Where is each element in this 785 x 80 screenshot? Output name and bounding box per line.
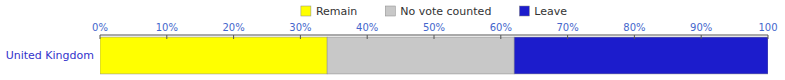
category-label: United Kingdom <box>6 49 94 62</box>
x-tick-label: 40% <box>356 22 378 33</box>
chart: United Kingdom 0% 10% 20% 30% 40% 50% 60% 70% 80%… <box>0 0 785 80</box>
legend-swatch <box>301 6 311 16</box>
bar-segment <box>514 37 768 74</box>
x-tick-label: 100 <box>758 22 777 33</box>
legend-swatch <box>519 6 529 16</box>
x-tick-label: 10% <box>156 22 178 33</box>
x-tick <box>701 35 702 39</box>
x-tick <box>367 35 368 39</box>
x-tick <box>100 35 101 39</box>
x-tick-label: 0% <box>92 22 108 33</box>
x-tick <box>300 35 301 39</box>
x-tick <box>166 35 167 39</box>
legend-item: No vote counted <box>385 5 491 18</box>
x-tick <box>233 35 234 39</box>
legend-label: Leave <box>534 5 567 18</box>
x-tick-label: 50% <box>423 22 445 33</box>
x-tick-label: 90% <box>690 22 712 33</box>
bar-segment <box>100 37 327 74</box>
legend-label: Remain <box>316 5 357 18</box>
legend-item: Leave <box>519 5 567 18</box>
legend-swatch <box>385 6 395 16</box>
x-tick <box>500 35 501 39</box>
bar-segment <box>327 37 514 74</box>
x-tick-label: 20% <box>222 22 244 33</box>
x-tick <box>567 35 568 39</box>
x-tick <box>768 35 769 39</box>
legend-label: No vote counted <box>400 5 491 18</box>
x-tick <box>434 35 435 39</box>
x-tick-label: 60% <box>490 22 512 33</box>
x-tick-label: 80% <box>623 22 645 33</box>
x-tick-label: 70% <box>556 22 578 33</box>
x-tick-label: 30% <box>289 22 311 33</box>
bars <box>100 37 768 74</box>
legend-item: Remain <box>301 5 357 18</box>
legend: Remain No vote counted Leave <box>301 5 567 18</box>
chart-container: United Kingdom 0% 10% 20% 30% 40% 50% 60% 70% 80%… <box>0 0 785 80</box>
x-tick <box>634 35 635 39</box>
